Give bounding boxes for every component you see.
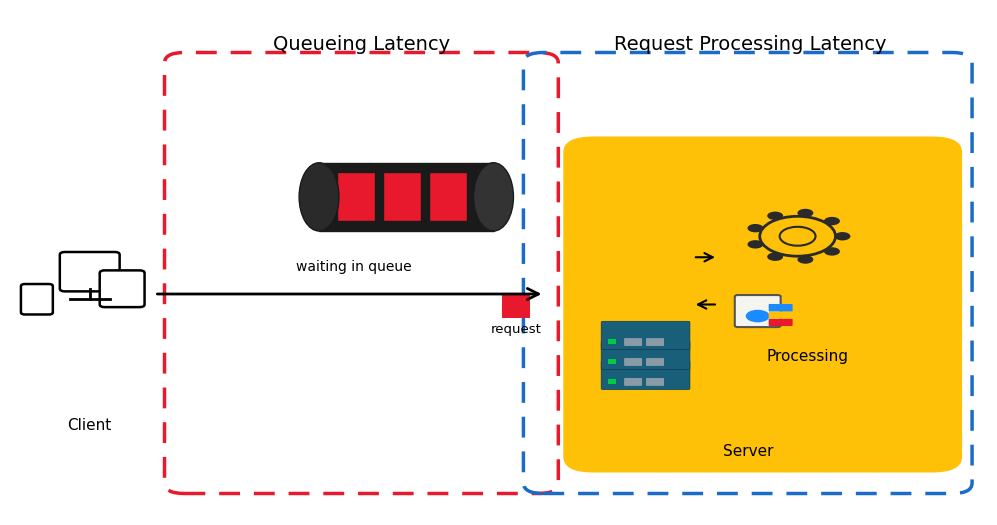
FancyBboxPatch shape [624,378,642,386]
Bar [608,359,616,364]
FancyBboxPatch shape [624,358,642,366]
Circle shape [768,212,784,220]
FancyBboxPatch shape [735,295,781,327]
Circle shape [748,224,764,233]
FancyBboxPatch shape [769,311,793,319]
Bar [608,339,616,344]
Circle shape [798,209,814,217]
FancyBboxPatch shape [601,321,690,350]
Ellipse shape [299,163,339,231]
Text: Client: Client [68,418,112,433]
Bar [502,294,530,318]
FancyBboxPatch shape [646,378,664,386]
Circle shape [798,255,814,264]
Polygon shape [319,163,494,231]
Text: Queueing Latency: Queueing Latency [273,35,451,54]
FancyBboxPatch shape [601,341,690,370]
Bar [337,172,375,222]
FancyBboxPatch shape [21,284,53,314]
FancyBboxPatch shape [563,136,962,472]
Circle shape [746,310,770,322]
Circle shape [748,240,764,248]
FancyBboxPatch shape [60,252,120,291]
FancyBboxPatch shape [769,304,793,311]
Circle shape [824,247,839,256]
FancyBboxPatch shape [100,270,145,307]
Bar [608,379,616,384]
Text: Request Processing Latency: Request Processing Latency [614,35,887,54]
Text: waiting in queue: waiting in queue [296,260,412,274]
FancyBboxPatch shape [601,361,690,390]
Circle shape [834,232,850,240]
FancyBboxPatch shape [769,319,793,326]
Bar [429,172,467,222]
FancyBboxPatch shape [624,338,642,346]
Bar [383,172,421,222]
Text: request: request [491,323,542,336]
Text: Processing: Processing [767,350,848,364]
FancyBboxPatch shape [646,358,664,366]
Text: Server: Server [723,444,773,459]
Ellipse shape [474,163,513,231]
FancyBboxPatch shape [646,338,664,346]
Circle shape [768,253,784,261]
Circle shape [824,217,839,225]
